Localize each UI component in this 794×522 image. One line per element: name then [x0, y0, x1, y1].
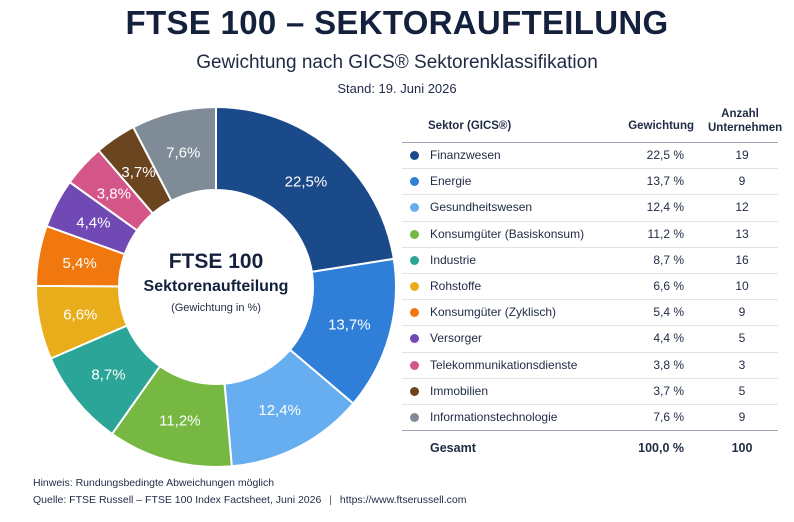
sector-weight: 5,4 % [653, 305, 684, 320]
sector-name: Finanzwesen [430, 148, 501, 162]
source-separator: | [329, 494, 332, 506]
legend-swatch [410, 203, 419, 213]
sector-weight: 8,7 % [653, 252, 684, 267]
slice-label: 4,4% [76, 215, 110, 232]
sector-count: 5 [738, 331, 746, 346]
sector-name: Konsumgüter (Zyklisch) [430, 305, 557, 320]
table-row: Finanzwesen 22,5 % 19 [402, 143, 778, 170]
center-title: FTSE 100 [169, 250, 264, 273]
legend-swatch [410, 334, 419, 344]
sector-name: Versorger [430, 331, 483, 346]
sector-count: 19 [735, 148, 749, 162]
header-gewichtung: Gewichtung [628, 120, 694, 132]
table-row: Telekommunikationsdienste 3,8 % 3 [402, 353, 778, 379]
table-total-row: Gesamt 100,0 % 100 [402, 430, 778, 461]
table-body: Finanzwesen 22,5 % 19 Energie 13,7 % 9 Gesundh… [402, 143, 778, 432]
legend-swatch [410, 308, 419, 318]
sector-weight: 13,7 % [646, 174, 684, 189]
header-anzahl: Anzahl Unternehmen [708, 107, 782, 135]
sector-table: Sektor (GICS®) Gewichtung Anzahl Unterne… [402, 106, 782, 461]
legend-swatch [410, 412, 419, 422]
slice-label: 7,6% [166, 144, 200, 161]
donut-chart: 22,5% 13,7% 12,4% 11,2% 8,7% 6,6% 5,4% 4,4% 3,8%… [34, 105, 397, 468]
legend-swatch [410, 151, 419, 160]
sector-count: 5 [738, 383, 746, 398]
sector-weight: 4,4 % [653, 331, 684, 346]
slice-label: 3,7% [121, 164, 155, 181]
sector-name: Immobilien [430, 383, 489, 398]
legend-swatch [410, 255, 419, 265]
total-label: Gesamt [430, 441, 476, 456]
table-header: Sektor (GICS®) Gewichtung Anzahl Unterne… [402, 106, 782, 143]
sector-count: 10 [735, 278, 749, 293]
center-note: (Gewichtung in %) [171, 302, 261, 314]
slice-label: 8,7% [91, 366, 125, 383]
sector-count: 9 [738, 409, 746, 424]
chart-subtitle: Gewichtung nach GICS® Sektorenklassifika… [196, 52, 598, 73]
table-row: Konsumgüter (Basiskonsum) 11,2 % 13 [402, 222, 778, 248]
legend-swatch [410, 229, 419, 239]
footnote: Hinweis: Rundungsbedingte Abweichungen m… [33, 477, 275, 489]
slice-label: 13,7% [328, 316, 371, 333]
source-line: Quelle: FTSE Russell – FTSE 100 Index Fa… [33, 494, 467, 506]
donut-hole [119, 190, 313, 384]
table-row: Rohstoffe 6,6 % 10 [402, 274, 778, 301]
sector-name: Industrie [430, 252, 477, 267]
slice-label: 12,4% [258, 402, 301, 419]
sector-count: 9 [738, 174, 746, 189]
sector-weight: 3,7 % [653, 383, 684, 398]
sector-name: Konsumgüter (Basiskonsum) [430, 226, 585, 241]
table-row: Energie 13,7 % 9 [402, 169, 778, 196]
chart-title: FTSE 100 – SEKTORAUFTEILUNG [125, 4, 669, 41]
sector-count: 13 [735, 226, 749, 241]
sector-weight: 7,6 % [653, 409, 684, 424]
table-row: Industrie 8,7 % 16 [402, 248, 778, 274]
table-row: Konsumgüter (Zyklisch) 5,4 % 9 [402, 300, 778, 327]
legend-swatch [410, 386, 419, 396]
source-text: Quelle: FTSE Russell – FTSE 100 Index Fa… [33, 494, 322, 506]
sector-count: 12 [735, 200, 749, 215]
sector-weight: 22,5 % [646, 148, 684, 162]
table-row: Informationstechnologie 7,6 % 9 [402, 405, 778, 432]
sector-weight: 3,8 % [653, 357, 684, 372]
header-anzahl-line1: Anzahl [721, 108, 759, 120]
slice-label: 11,2% [159, 413, 200, 430]
slice-label: 5,4% [63, 255, 97, 272]
table-row: Versorger 4,4 % 5 [402, 326, 778, 353]
table-row: Gesundheitswesen 12,4 % 12 [402, 195, 778, 222]
legend-swatch [410, 360, 419, 370]
center-subtitle: Sektorenaufteilung [144, 278, 289, 295]
slice-label: 22,5% [285, 174, 328, 191]
sector-weight: 11,2 % [647, 226, 684, 241]
sector-name: Telekommunikationsdienste [430, 357, 578, 372]
sector-count: 3 [738, 357, 746, 372]
sector-count: 16 [735, 252, 749, 267]
sector-name: Informationstechnologie [430, 409, 558, 424]
header-sektor: Sektor (GICS®) [428, 120, 512, 132]
table-row: Immobilien 3,7 % 5 [402, 379, 778, 405]
legend-swatch [410, 177, 419, 187]
as-of-date: Stand: 19. Juni 2026 [337, 81, 457, 96]
total-gewichtung: 100,0 % [638, 441, 684, 456]
sector-weight: 6,6 % [653, 278, 684, 293]
slice-label: 6,6% [63, 307, 97, 324]
total-anzahl: 100 [731, 441, 753, 456]
header-anzahl-line2: Unternehmen [708, 122, 783, 134]
legend-swatch [410, 281, 419, 291]
sector-name: Gesundheitswesen [430, 200, 533, 215]
sector-weight: 12,4 % [646, 200, 684, 215]
sector-count: 9 [738, 305, 746, 320]
source-link[interactable]: https://www.ftserussell.com [339, 494, 467, 506]
sector-name: Rohstoffe [430, 278, 482, 293]
slice-label: 3,8% [97, 185, 131, 202]
sector-name: Energie [430, 174, 472, 189]
